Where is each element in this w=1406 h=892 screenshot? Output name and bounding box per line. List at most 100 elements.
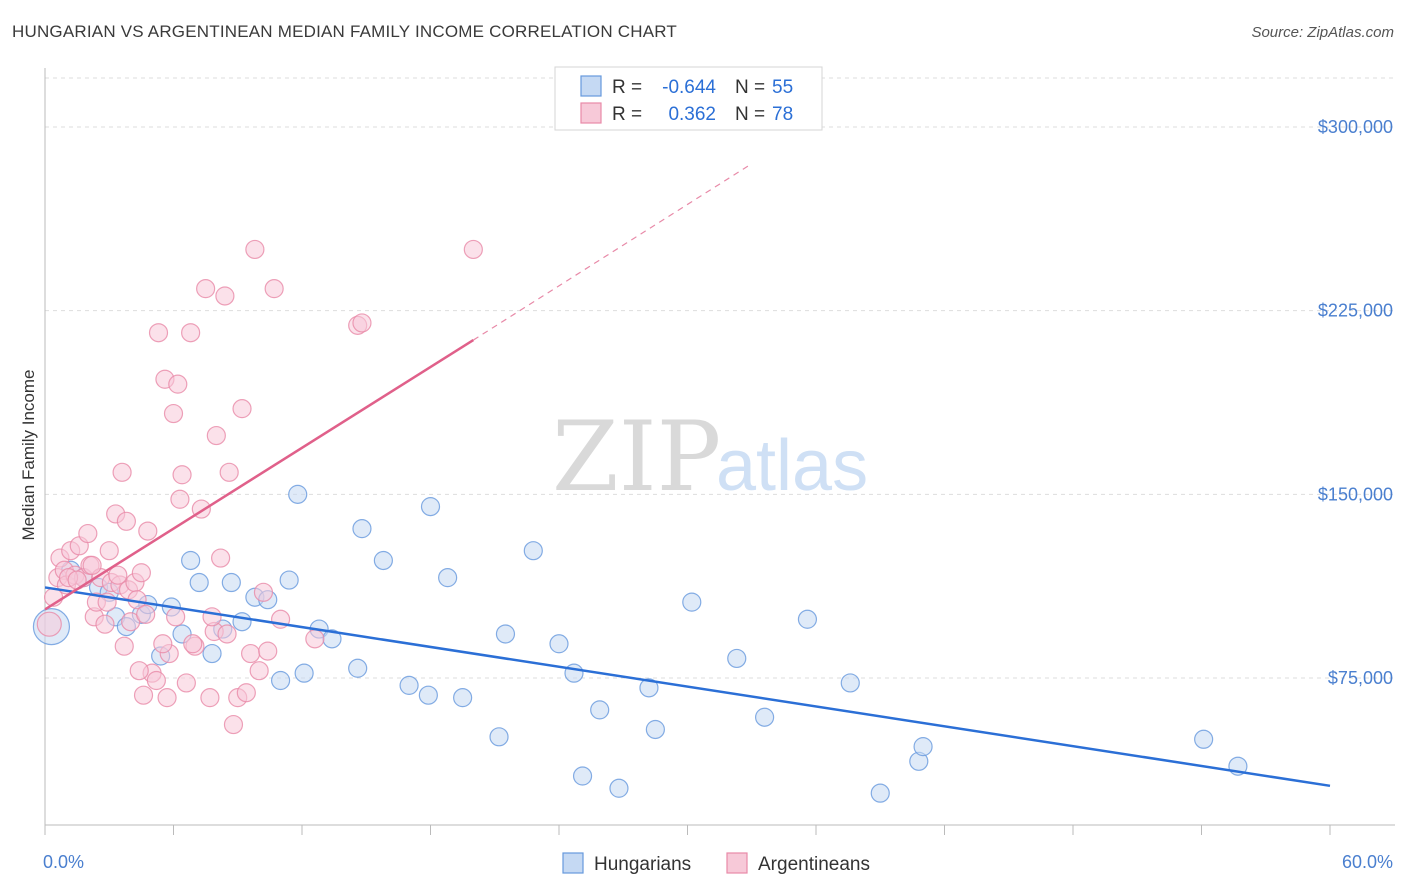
legend-n-value: 55 (772, 77, 793, 98)
argentinean-point (129, 661, 149, 681)
argentinean-point (258, 641, 278, 661)
hungarian-point (727, 648, 747, 669)
argentinean-point (131, 563, 151, 583)
argentinean-point (114, 636, 134, 656)
argentinean-point (215, 286, 235, 306)
hungarian-point (590, 700, 610, 720)
argentinean-point (78, 523, 98, 544)
argentinean-point (146, 670, 166, 691)
watermark-atlas: atlas (716, 426, 868, 506)
argentinean-point (249, 661, 269, 681)
argentinean-point (211, 548, 231, 568)
hungarian-point (549, 634, 569, 654)
argentinean-trend-extension (473, 163, 753, 341)
y-tick-label: $300,000 (1318, 117, 1393, 137)
chart-source: Source: ZipAtlas.com (1251, 24, 1394, 41)
hungarian-point (288, 484, 308, 504)
hungarian-point (572, 766, 593, 786)
argentinean-point (136, 604, 156, 624)
argentinean-point (166, 607, 186, 627)
argentinean-point (219, 462, 239, 482)
argentinean-point (95, 614, 115, 634)
argentinean-point (36, 611, 62, 637)
argentinean-point (241, 643, 261, 664)
argentinean-point (264, 279, 284, 299)
hungarian-point (181, 550, 201, 571)
argentinean-point (153, 634, 173, 654)
hungarian-point (399, 675, 419, 695)
argentinean-point (202, 607, 222, 627)
legend-n-label: N = (735, 77, 765, 98)
legend-r-value: 0.362 (668, 104, 716, 125)
legend-r-label: R = (612, 104, 642, 125)
hungarian-point (523, 541, 543, 561)
hungarian-point (348, 658, 368, 678)
legend-swatch[interactable] (726, 852, 748, 874)
legend-item-argentineans[interactable]: Argentineans (758, 854, 870, 875)
argentinean-point (176, 673, 196, 693)
hungarian-point (609, 778, 629, 798)
hungarian-point (754, 707, 775, 727)
argentinean-point (108, 565, 128, 585)
argentinean-point (116, 511, 136, 531)
argentinean-point (245, 239, 265, 260)
argentinean-point (352, 313, 372, 333)
argentinean-point (463, 239, 483, 260)
hungarian-point (453, 688, 473, 708)
argentinean-point (157, 688, 177, 708)
argentinean-point (236, 683, 256, 703)
hungarian-trend-line (44, 586, 1331, 788)
chart-title: HUNGARIAN VS ARGENTINEAN MEDIAN FAMILY I… (12, 22, 677, 41)
argentinean-point (183, 634, 203, 654)
argentinean-point (223, 714, 244, 735)
hungarian-point (202, 643, 222, 664)
argentinean-point (196, 279, 216, 299)
hungarian-point (682, 592, 702, 612)
legend-swatch[interactable] (562, 852, 584, 874)
hungarian-point (232, 612, 252, 632)
argentinean-point (168, 374, 188, 394)
hungarian-point (189, 572, 209, 593)
argentinean-trend-line (44, 339, 474, 611)
argentinean-point (206, 425, 226, 446)
argentinean-point (112, 462, 132, 482)
argentinean-point (133, 685, 154, 705)
hungarian-point (870, 783, 890, 803)
argentinean-point (217, 624, 237, 644)
argentinean-point (172, 465, 192, 485)
legend-r-value: -0.644 (662, 77, 716, 98)
argentinean-point (181, 323, 201, 343)
hungarian-point (1194, 729, 1214, 749)
hungarian-point (373, 550, 393, 571)
argentinean-point (305, 629, 325, 649)
hungarian-point (913, 737, 933, 757)
argentinean-point (232, 399, 252, 419)
hungarian-point (639, 678, 659, 698)
hungarian-point (418, 685, 438, 705)
hungarian-point (564, 663, 584, 683)
y-tick-label: $225,000 (1318, 301, 1393, 321)
hungarian-point (352, 519, 372, 539)
hungarian-point (438, 568, 458, 588)
x-tick-label: 0.0% (43, 852, 84, 872)
hungarians-swatch (580, 75, 602, 97)
argentinean-point (148, 323, 169, 343)
y-axis-label: Median Family Income (19, 369, 38, 540)
argentinean-point (99, 541, 119, 561)
argentinean-point (138, 521, 158, 541)
argentinean-point (82, 555, 102, 575)
hungarian-point (279, 570, 299, 590)
legend-r-label: R = (612, 77, 642, 98)
y-tick-label: $75,000 (1328, 668, 1393, 688)
hungarian-point (221, 572, 241, 593)
legend-item-hungarians[interactable]: Hungarians (594, 854, 691, 875)
hungarian-point (797, 609, 818, 629)
watermark-zip: ZIP (552, 401, 721, 513)
hungarian-point (840, 673, 860, 693)
hungarian-point (420, 497, 441, 517)
legend-n-label: N = (735, 104, 765, 125)
hungarian-point (270, 670, 291, 691)
hungarian-point (294, 663, 314, 683)
argentinean-point (163, 403, 184, 424)
